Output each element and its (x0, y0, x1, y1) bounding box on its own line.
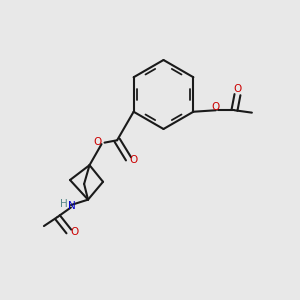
Text: O: O (130, 155, 138, 165)
Text: H: H (60, 199, 68, 209)
Text: O: O (233, 84, 242, 94)
Text: N: N (68, 201, 75, 211)
Text: O: O (212, 102, 220, 112)
Text: O: O (71, 227, 79, 237)
Text: O: O (94, 137, 102, 147)
